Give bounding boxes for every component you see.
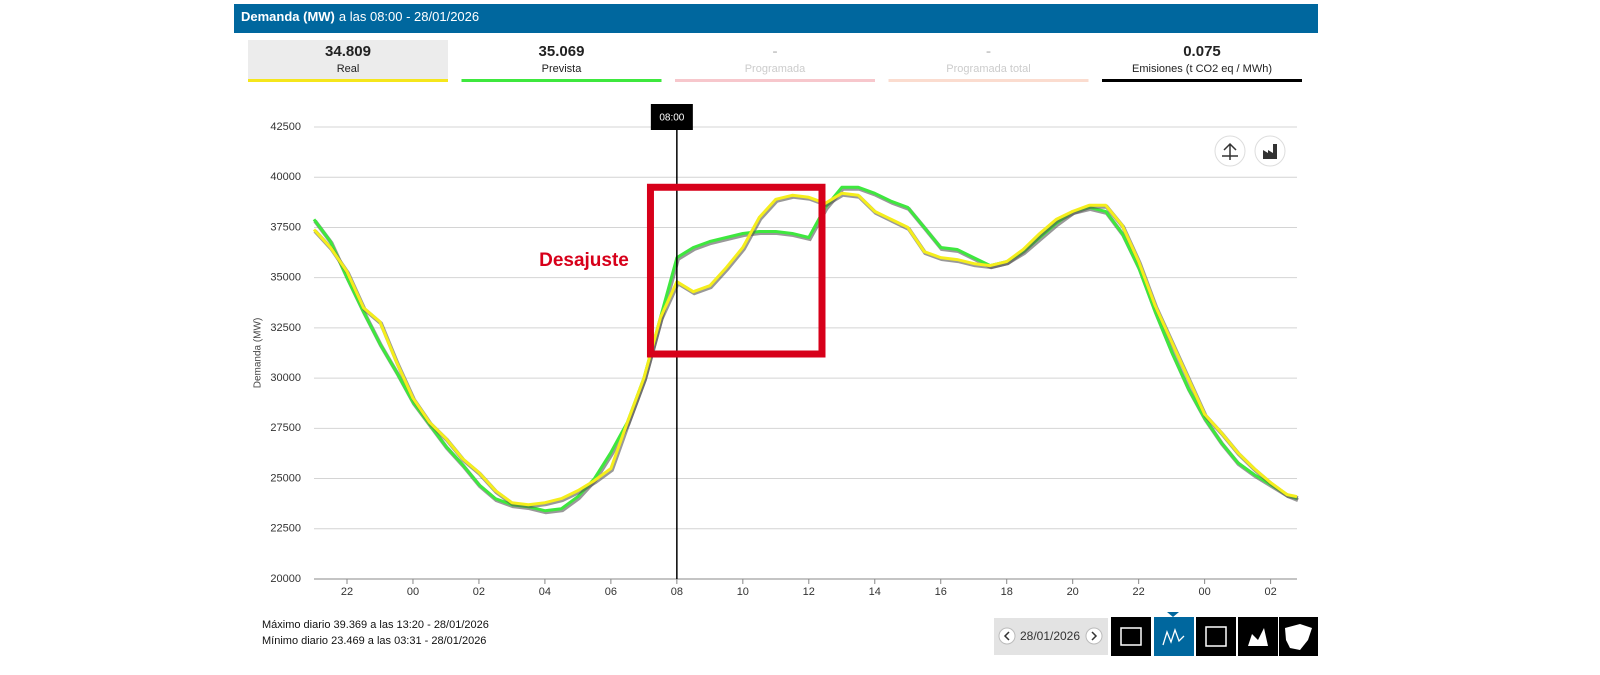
wind-icon xyxy=(1222,142,1238,160)
stack-button[interactable] xyxy=(1238,617,1278,656)
y-tick-label: 32500 xyxy=(270,322,301,334)
cursor-label: 08:00 xyxy=(659,113,684,124)
tab-label: Programada total xyxy=(946,63,1030,75)
x-tick-label: 14 xyxy=(869,586,881,598)
x-tick-label: 16 xyxy=(935,586,947,598)
tab-label: Emisiones (t CO2 eq / MWh) xyxy=(1132,63,1272,75)
chart-icon xyxy=(1162,628,1185,646)
active-pointer xyxy=(1167,612,1179,617)
table-icon xyxy=(1205,626,1227,647)
tab-value: 34.809 xyxy=(325,43,371,60)
tab-underline xyxy=(888,79,1089,82)
x-tick-label: 00 xyxy=(407,586,419,598)
next-icon xyxy=(1091,631,1098,641)
x-tick-label: 12 xyxy=(803,586,815,598)
x-tick-label: 02 xyxy=(1264,586,1276,598)
y-tick-label: 30000 xyxy=(270,372,301,384)
x-tick-label: 04 xyxy=(539,586,551,598)
table-button[interactable] xyxy=(1196,617,1236,656)
y-tick-label: 37500 xyxy=(270,221,301,233)
tab-underline xyxy=(1102,79,1302,82)
y-tick-label: 35000 xyxy=(270,272,301,284)
annotation-box xyxy=(646,183,826,358)
x-tick-label: 00 xyxy=(1199,586,1211,598)
x-tick-label: 22 xyxy=(1133,586,1145,598)
x-tick-label: 08 xyxy=(671,586,683,598)
x-tick-label: 20 xyxy=(1067,586,1079,598)
y-tick-label: 20000 xyxy=(270,573,301,585)
prev-icon xyxy=(1003,631,1010,641)
tab-value: - xyxy=(986,43,991,60)
industry-button[interactable] xyxy=(1254,135,1286,167)
tab-underline xyxy=(675,79,875,82)
stack-icon xyxy=(1248,628,1268,646)
y-axis-label: Demanda (MW) xyxy=(253,318,264,389)
cursor-label-bg xyxy=(650,104,693,130)
tab-label: Real xyxy=(337,63,360,75)
x-tick-label: 02 xyxy=(473,586,485,598)
tab-bg xyxy=(248,40,448,80)
tab-label: Programada xyxy=(745,63,806,75)
x-tick-label: 22 xyxy=(341,586,353,598)
calendar-button[interactable] xyxy=(1111,617,1151,656)
tab-value: 35.069 xyxy=(539,43,585,60)
industry-icon xyxy=(1263,144,1277,159)
y-tick-label: 27500 xyxy=(270,422,301,434)
x-tick-label: 06 xyxy=(605,586,617,598)
x-tick-label: 18 xyxy=(1001,586,1013,598)
calendar-icon xyxy=(1120,627,1142,646)
next-day[interactable] xyxy=(1085,627,1103,645)
daily-min: Mínimo diario 23.469 a las 03:31 - 28/01… xyxy=(262,635,486,647)
line-series xyxy=(312,191,1298,507)
annotation-text: Desajuste xyxy=(539,250,629,271)
x-tick-label: 10 xyxy=(737,586,749,598)
header-title-rest: a las 08:00 - 28/01/2026 xyxy=(339,9,479,24)
header-bar xyxy=(234,4,1318,33)
y-tick-label: 42500 xyxy=(270,121,301,133)
y-tick-label: 22500 xyxy=(270,523,301,535)
y-tick-label: 25000 xyxy=(270,472,301,484)
daily-max: Máximo diario 39.369 a las 13:20 - 28/01… xyxy=(262,619,489,631)
map-icon xyxy=(1285,624,1312,650)
tab-value: 0.075 xyxy=(1183,43,1221,60)
tab-label: Prevista xyxy=(542,63,583,75)
header-title-bold: Demanda (MW) xyxy=(241,9,335,24)
header-title: Demanda (MW) a las 08:00 - 28/01/2026 xyxy=(241,9,479,24)
date-label: 28/01/2026 xyxy=(1020,629,1080,643)
line-series xyxy=(312,185,1298,513)
tab-underline xyxy=(461,79,662,82)
prev-day[interactable] xyxy=(998,627,1016,645)
chart-button[interactable] xyxy=(1154,617,1194,656)
tab-value: - xyxy=(773,43,778,60)
y-tick-label: 40000 xyxy=(270,171,301,183)
tab-underline xyxy=(248,79,448,82)
